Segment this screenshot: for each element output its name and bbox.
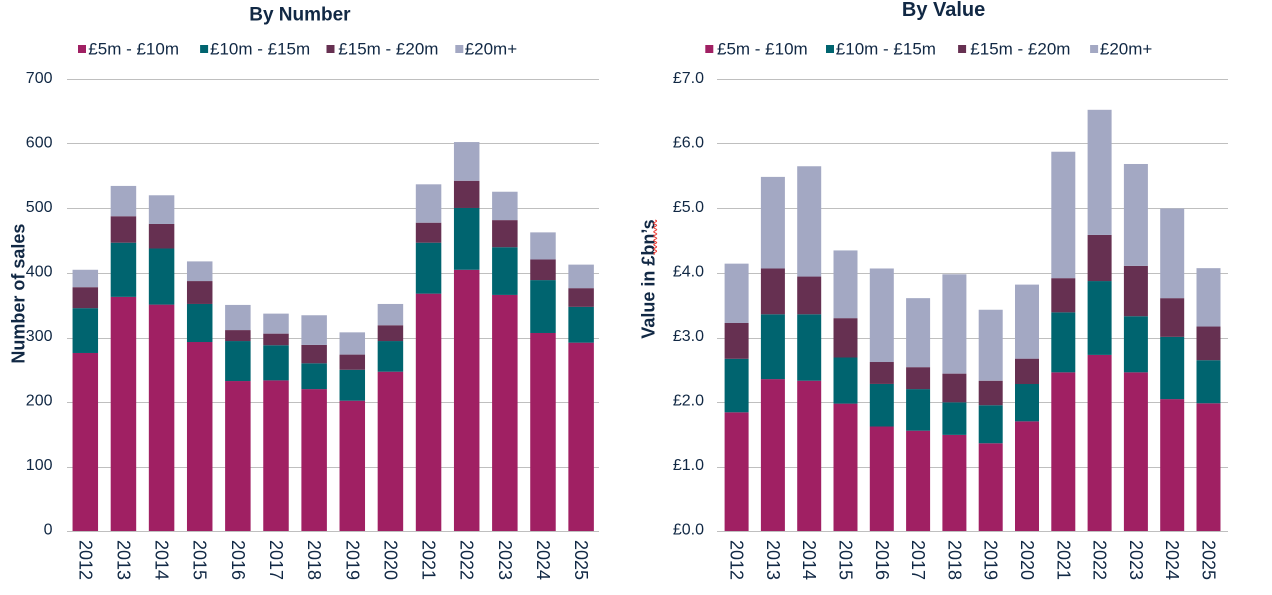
- svg-text:300: 300: [26, 328, 53, 345]
- svg-text:£15m - £20m: £15m - £20m: [338, 39, 438, 58]
- svg-text:2021: 2021: [1053, 540, 1073, 580]
- svg-text:2022: 2022: [1090, 540, 1110, 580]
- svg-text:By Number: By Number: [249, 4, 351, 25]
- svg-text:700: 700: [26, 70, 53, 87]
- svg-text:100: 100: [26, 457, 53, 474]
- svg-text:2016: 2016: [228, 540, 248, 580]
- svg-text:2015: 2015: [190, 540, 210, 580]
- svg-text:£5m - £10m: £5m - £10m: [88, 39, 179, 58]
- svg-text:£1.0: £1.0: [673, 457, 704, 474]
- svg-text:2020: 2020: [380, 540, 400, 580]
- svg-text:Number of sales: Number of sales: [9, 224, 29, 364]
- svg-text:200: 200: [26, 393, 53, 410]
- svg-text:2018: 2018: [304, 540, 324, 580]
- svg-text:2024: 2024: [1162, 540, 1182, 580]
- svg-text:£3.0: £3.0: [673, 328, 704, 345]
- svg-text:£6.0: £6.0: [673, 135, 704, 152]
- svg-text:2019: 2019: [342, 540, 362, 580]
- svg-text:£7.0: £7.0: [673, 70, 704, 87]
- svg-text:£0.0: £0.0: [673, 522, 704, 539]
- svg-text:£10m - £15m: £10m - £15m: [210, 39, 310, 58]
- svg-text:2016: 2016: [872, 540, 892, 580]
- svg-text:0: 0: [44, 522, 53, 539]
- svg-text:2017: 2017: [908, 540, 928, 580]
- svg-text:500: 500: [26, 199, 53, 216]
- svg-text:£20m+: £20m+: [465, 39, 518, 58]
- svg-text:2019: 2019: [981, 540, 1001, 580]
- svg-text:600: 600: [26, 135, 53, 152]
- svg-text:2015: 2015: [836, 540, 856, 580]
- svg-text:2022: 2022: [457, 540, 477, 580]
- svg-text:2023: 2023: [1126, 540, 1146, 580]
- svg-text:2018: 2018: [944, 540, 964, 580]
- svg-text:2021: 2021: [419, 540, 439, 580]
- svg-text:2025: 2025: [571, 540, 591, 580]
- svg-text:2020: 2020: [1017, 540, 1037, 580]
- svg-text:2013: 2013: [763, 540, 783, 580]
- svg-text:£5.0: £5.0: [673, 199, 704, 216]
- svg-text:2024: 2024: [533, 540, 553, 580]
- svg-text:£2.0: £2.0: [673, 393, 704, 410]
- svg-text:2013: 2013: [113, 540, 133, 580]
- svg-text:2023: 2023: [495, 540, 515, 580]
- svg-text:2012: 2012: [727, 540, 747, 580]
- svg-text:£15m - £20m: £15m - £20m: [970, 39, 1070, 58]
- svg-text:£20m+: £20m+: [1100, 39, 1153, 58]
- svg-text:£10m - £15m: £10m - £15m: [836, 39, 936, 58]
- svg-text:2012: 2012: [75, 540, 95, 580]
- svg-text:400: 400: [26, 264, 53, 281]
- svg-text:£5m - £10m: £5m - £10m: [717, 39, 808, 58]
- svg-text:2017: 2017: [266, 540, 286, 580]
- svg-text:2025: 2025: [1199, 540, 1219, 580]
- svg-text:£4.0: £4.0: [673, 264, 704, 281]
- svg-text:By Value: By Value: [902, 0, 985, 21]
- svg-text:2014: 2014: [152, 540, 172, 580]
- svg-text:2014: 2014: [799, 540, 819, 580]
